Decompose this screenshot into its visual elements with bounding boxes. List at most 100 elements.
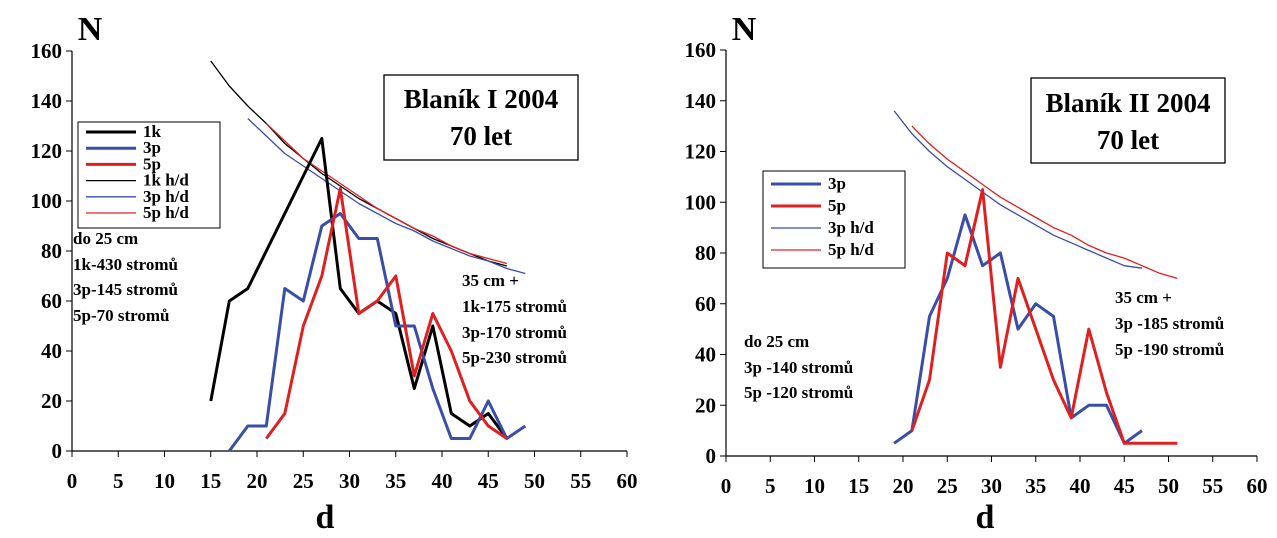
legend-label: 3p bbox=[143, 138, 161, 157]
annotation-line: 5p-70 stromů bbox=[73, 306, 170, 325]
annotation-line: 3p -140 stromů bbox=[744, 358, 853, 377]
y-tick-label: 160 bbox=[685, 38, 717, 62]
legend-label: 1k bbox=[143, 122, 162, 141]
y-tick-label: 0 bbox=[706, 444, 717, 468]
chart-subtitle: 70 let bbox=[450, 121, 512, 151]
y-tick-label: 140 bbox=[31, 89, 63, 113]
x-tick-label: 30 bbox=[339, 469, 360, 493]
y-tick-label: 20 bbox=[41, 389, 62, 413]
x-tick-label: 20 bbox=[247, 469, 268, 493]
annotation-line: 3p-170 stromů bbox=[462, 323, 567, 342]
y-tick-label: 80 bbox=[695, 241, 716, 265]
x-tick-label: 25 bbox=[293, 469, 314, 493]
series-line-5p bbox=[910, 188, 1178, 445]
annotation-line: do 25 cm bbox=[73, 229, 138, 248]
x-tick-label: 40 bbox=[1070, 474, 1091, 498]
y-tick-label: 100 bbox=[31, 189, 63, 213]
series-lines bbox=[893, 110, 1178, 445]
x-tick-label: 40 bbox=[432, 469, 453, 493]
annotation-small-trees: do 25 cm 1k-430 stromů 3p-145 stromů 5p-… bbox=[73, 229, 178, 325]
y-tick-label: 120 bbox=[31, 139, 63, 163]
x-tick-label: 35 bbox=[385, 469, 406, 493]
axes: 0 20 40 60 80 100 120 140 160 0 5 10 15 20 25 30 35 40 45 5… bbox=[31, 39, 638, 493]
title-box bbox=[383, 74, 579, 161]
legend-label: 5p bbox=[143, 154, 161, 173]
x-axis-label: d bbox=[976, 499, 995, 536]
series-line-5p-h-d bbox=[911, 125, 1178, 280]
legend-label: 3p h/d bbox=[143, 187, 189, 206]
y-tick-label: 0 bbox=[52, 439, 63, 463]
x-tick-label: 15 bbox=[848, 474, 869, 498]
x-tick-label: 10 bbox=[804, 474, 825, 498]
x-tick-label: 25 bbox=[937, 474, 958, 498]
x-tick-label: 60 bbox=[617, 469, 638, 493]
annotation-line: do 25 cm bbox=[744, 332, 809, 351]
chart-title: Blaník I 2004 bbox=[404, 84, 559, 114]
legend bbox=[77, 121, 221, 229]
y-tick-label: 60 bbox=[695, 292, 716, 316]
x-tick-label: 5 bbox=[113, 469, 124, 493]
x-tick-label: 15 bbox=[200, 469, 221, 493]
annotation-line: 1k-175 stromů bbox=[462, 297, 567, 316]
legend-label: 5p h/d bbox=[143, 203, 189, 222]
annotation-line: 35 cm + bbox=[1115, 288, 1172, 307]
x-tick-label: 20 bbox=[893, 474, 914, 498]
x-tick-label: 55 bbox=[570, 469, 591, 493]
legend-label: 5p h/d bbox=[828, 240, 874, 259]
chart-blanik-i: N d 0 20 40 60 80 100 120 140 160 0 5 10 15 20 25 30 35 4… bbox=[31, 11, 638, 536]
annotation-large-trees: 35 cm + 1k-175 stromů 3p-170 stromů 5p-2… bbox=[462, 271, 567, 367]
x-tick-label: 35 bbox=[1025, 474, 1046, 498]
axes: 0 20 40 60 80 100 120 140 160 0 5 10 15 20 25 30 35 40 45 5… bbox=[685, 38, 1268, 498]
x-tick-label: 55 bbox=[1202, 474, 1223, 498]
annotation-line: 3p -185 stromů bbox=[1115, 314, 1224, 333]
legend-label: 3p h/d bbox=[828, 218, 874, 237]
y-tick-label: 100 bbox=[685, 190, 717, 214]
annotation-line: 1k-430 stromů bbox=[73, 255, 178, 274]
chart-title: Blaník II 2004 bbox=[1045, 88, 1210, 118]
x-tick-label: 0 bbox=[67, 469, 78, 493]
x-tick-label: 0 bbox=[721, 474, 732, 498]
annotation-line: 3p-145 stromů bbox=[73, 280, 178, 299]
legend bbox=[762, 170, 906, 269]
annotation-small-trees: do 25 cm 3p -140 stromů 5p -120 stromů bbox=[744, 332, 853, 402]
legend-label: 3p bbox=[828, 174, 846, 193]
y-tick-label: 160 bbox=[31, 39, 63, 63]
y-axis-label: N bbox=[78, 11, 103, 48]
y-tick-label: 60 bbox=[41, 289, 62, 313]
x-tick-label: 60 bbox=[1247, 474, 1268, 498]
annotation-line: 5p-230 stromů bbox=[462, 348, 567, 367]
y-axis-label: N bbox=[732, 11, 757, 48]
annotation-line: 5p -190 stromů bbox=[1115, 340, 1224, 359]
chart-subtitle: 70 let bbox=[1097, 125, 1159, 155]
legend-items: 3p 5p 3p h/d 5p h/d bbox=[771, 174, 874, 259]
y-tick-label: 40 bbox=[695, 343, 716, 367]
chart-blanik-ii: N d 0 20 40 60 80 100 120 140 160 0 5 10 15 20 25 30 35 4… bbox=[685, 11, 1268, 536]
series-line-5p bbox=[265, 187, 508, 440]
x-tick-label: 45 bbox=[1114, 474, 1135, 498]
title-box bbox=[1030, 77, 1226, 164]
series-line-5p-h-d bbox=[265, 123, 507, 265]
annotation-line: 5p -120 stromů bbox=[744, 383, 853, 402]
y-tick-label: 120 bbox=[685, 140, 717, 164]
legend-label: 5p bbox=[828, 196, 846, 215]
series-line-3p-h-d bbox=[893, 110, 1143, 269]
x-tick-label: 50 bbox=[524, 469, 545, 493]
y-tick-label: 40 bbox=[41, 339, 62, 363]
y-tick-label: 140 bbox=[685, 89, 717, 113]
x-tick-label: 10 bbox=[154, 469, 175, 493]
series-line-3p-h-d bbox=[247, 118, 526, 275]
legend-label: 1k h/d bbox=[143, 171, 189, 190]
x-tick-label: 50 bbox=[1158, 474, 1179, 498]
series-line-3p bbox=[893, 213, 1143, 445]
y-tick-label: 20 bbox=[695, 393, 716, 417]
series-line-3p bbox=[228, 212, 527, 452]
y-tick-label: 80 bbox=[41, 239, 62, 263]
x-tick-label: 45 bbox=[478, 469, 499, 493]
annotation-line: 35 cm + bbox=[462, 271, 519, 290]
series-lines bbox=[209, 60, 527, 452]
annotation-large-trees: 35 cm + 3p -185 stromů 5p -190 stromů bbox=[1115, 288, 1224, 359]
x-axis-label: d bbox=[316, 499, 335, 536]
x-tick-label: 5 bbox=[765, 474, 776, 498]
